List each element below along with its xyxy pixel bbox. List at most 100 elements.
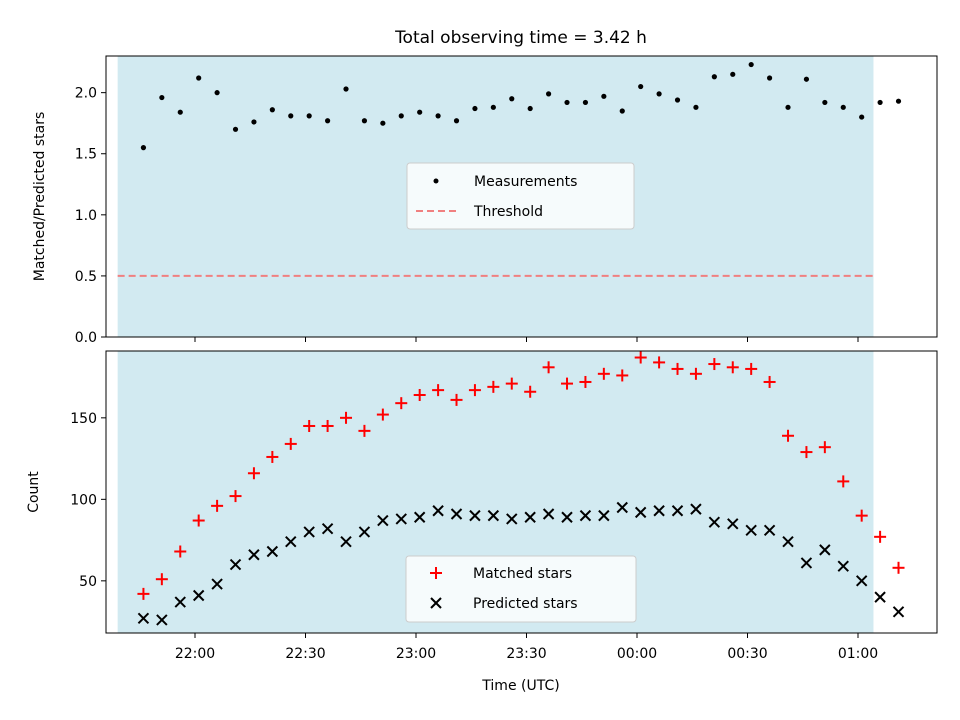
matched-star-point bbox=[358, 424, 371, 437]
predicted-star-point bbox=[708, 516, 721, 528]
measurement-point bbox=[877, 99, 883, 106]
matched-star-point bbox=[874, 530, 887, 543]
measurement-point bbox=[803, 76, 810, 82]
measurement-point bbox=[895, 98, 902, 104]
matched-star-point bbox=[137, 587, 150, 600]
x-axis-label: Time (UTC) bbox=[481, 678, 559, 694]
predicted-star-point bbox=[303, 526, 315, 538]
ratio-panel: 0.00.51.01.52.0 Matched/Predicted stars … bbox=[32, 55, 938, 346]
matched-star-point bbox=[303, 419, 316, 432]
measurement-point bbox=[859, 114, 865, 120]
measurement-point bbox=[159, 94, 165, 101]
predicted-star-point bbox=[248, 549, 260, 561]
matched-star-point bbox=[837, 475, 850, 488]
x-tick-label: 01:00 bbox=[838, 646, 878, 662]
predicted-stars-points bbox=[137, 501, 905, 626]
legend-matched-marker bbox=[430, 567, 442, 579]
matched-star-point bbox=[726, 361, 739, 374]
measurement-point bbox=[582, 99, 589, 106]
predicted-star-point bbox=[579, 509, 592, 522]
matched-star-point bbox=[671, 362, 684, 375]
matched-star-point bbox=[229, 490, 242, 503]
predicted-star-point bbox=[837, 560, 849, 572]
matched-star-point bbox=[174, 545, 187, 558]
measurement-point bbox=[674, 97, 681, 103]
top-y-axis-ticks: 0.0 0.5 1.0 1.5 2.0 bbox=[75, 86, 106, 346]
top-y-axis-label: Matched/Predicted stars bbox=[32, 112, 48, 282]
matched-star-point bbox=[266, 450, 279, 463]
predicted-star-point bbox=[855, 575, 868, 587]
matched-star-point bbox=[432, 384, 445, 397]
top-x-axis-ticks bbox=[194, 337, 859, 342]
predicted-star-point bbox=[137, 612, 150, 625]
legend-measurements-marker bbox=[433, 178, 439, 184]
measurement-point bbox=[656, 91, 662, 97]
bottom-y-axis-ticks: 50 100 150 bbox=[70, 411, 106, 590]
measurement-point bbox=[693, 104, 699, 110]
predicted-star-point bbox=[506, 513, 518, 525]
chart-title: Total observing time = 3.42 h bbox=[394, 28, 647, 48]
predicted-star-point bbox=[413, 511, 426, 523]
x-tick-label: 23:00 bbox=[396, 646, 436, 662]
bottom-x-axis-ticks: 22:00 22:30 23:00 23:30 00:00 00:30 01:00 bbox=[175, 633, 878, 662]
count-panel: 50 100 150 22:00 22:30 23:00 23:30 00:00 00:30 0… bbox=[26, 350, 938, 694]
matched-star-point bbox=[818, 441, 831, 454]
measurement-point bbox=[306, 113, 312, 119]
predicted-star-point bbox=[395, 513, 407, 525]
matched-star-point bbox=[597, 367, 610, 380]
matched-star-point bbox=[450, 393, 463, 406]
predicted-star-point bbox=[450, 508, 463, 520]
matched-star-point bbox=[284, 437, 297, 450]
matched-star-point bbox=[155, 573, 168, 586]
measurement-point bbox=[822, 99, 828, 106]
matched-star-point bbox=[616, 369, 629, 382]
predicted-star-point bbox=[819, 544, 831, 556]
matched-star-point bbox=[892, 561, 905, 574]
predicted-star-point bbox=[671, 505, 684, 517]
predicted-star-point bbox=[524, 511, 536, 523]
predicted-star-point bbox=[432, 505, 444, 517]
legend-measurements-label: Measurements bbox=[474, 174, 577, 190]
y-tick-label: 0.5 bbox=[75, 269, 97, 285]
predicted-star-point bbox=[634, 506, 647, 519]
predicted-star-point bbox=[892, 606, 905, 618]
measurement-point bbox=[343, 86, 349, 92]
matched-star-point bbox=[855, 509, 868, 522]
matched-star-point bbox=[745, 362, 758, 375]
measurement-point bbox=[417, 109, 423, 115]
y-tick-label: 1.0 bbox=[75, 208, 97, 224]
legend-predicted-marker bbox=[430, 597, 442, 609]
predicted-star-point bbox=[192, 589, 205, 602]
y-tick-label: 150 bbox=[70, 411, 97, 427]
y-tick-label: 0.0 bbox=[75, 330, 97, 346]
measurement-point bbox=[214, 90, 220, 96]
predicted-star-point bbox=[266, 545, 279, 558]
measurement-point bbox=[398, 113, 404, 119]
predicted-star-point bbox=[156, 614, 168, 626]
bottom-axes-frame bbox=[105, 350, 938, 634]
matched-star-point bbox=[653, 356, 666, 369]
matched-star-point bbox=[487, 380, 500, 393]
predicted-star-point bbox=[358, 526, 371, 538]
predicted-star-point bbox=[211, 578, 223, 590]
matched-stars-points bbox=[137, 351, 905, 600]
measurement-point bbox=[527, 105, 533, 112]
x-tick-label: 22:00 bbox=[175, 646, 215, 662]
matched-star-point bbox=[782, 429, 795, 442]
x-tick-label: 23:30 bbox=[506, 646, 546, 662]
predicted-star-point bbox=[874, 591, 886, 603]
measurement-point bbox=[196, 75, 202, 81]
measurement-point bbox=[509, 96, 515, 102]
predicted-star-point bbox=[598, 509, 610, 522]
measurement-point bbox=[251, 119, 257, 125]
predicted-star-point bbox=[561, 511, 573, 523]
matched-star-point bbox=[395, 397, 408, 410]
measurement-point bbox=[288, 113, 294, 119]
matched-star-point bbox=[413, 389, 426, 402]
measurement-point bbox=[619, 108, 625, 114]
measurement-point bbox=[361, 118, 368, 124]
predicted-star-point bbox=[321, 522, 334, 535]
predicted-star-point bbox=[782, 536, 794, 548]
measurement-point bbox=[232, 126, 239, 132]
